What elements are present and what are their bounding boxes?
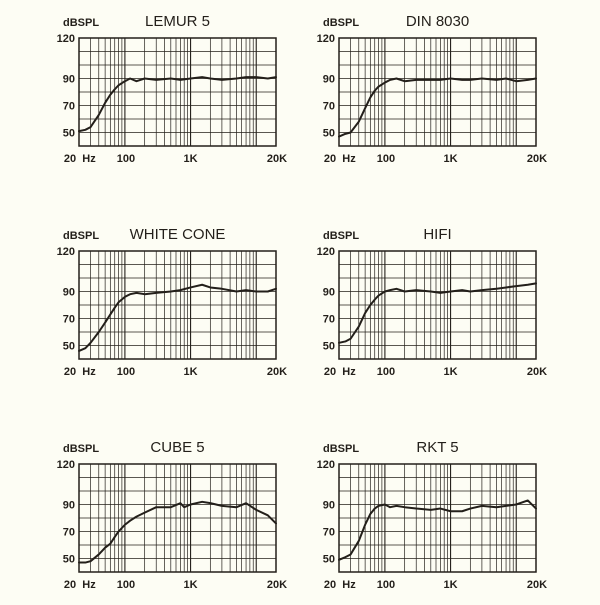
response-curve [338, 282, 537, 344]
plot-frame [78, 250, 277, 360]
x-tick-label: 20 [324, 366, 336, 378]
x-tick-label: 20K [267, 579, 287, 591]
chart-panel-4: HIFI dBSPL 120 90 70 50 20 Hz 100 1K 20K [317, 226, 548, 378]
x-tick-label: Hz [82, 366, 96, 378]
y-tick-label: 50 [323, 554, 335, 566]
x-tick-label: 20K [267, 153, 287, 165]
chart-panel-5: CUBE 5 dBSPL 120 90 70 50 20 Hz 100 1K 20K [57, 439, 288, 591]
response-curve [78, 283, 277, 352]
y-tick-label: 120 [317, 246, 335, 258]
x-tick-label: 1K [444, 153, 458, 165]
x-tick-label: 20 [324, 153, 336, 165]
x-tick-label: 20 [64, 579, 76, 591]
x-tick-label: 100 [377, 366, 395, 378]
x-tick-label: 20K [527, 579, 547, 591]
chart-title: LEMUR 5 [145, 13, 210, 30]
y-axis-label: dBSPL [323, 17, 359, 29]
x-tick-label: 100 [117, 579, 135, 591]
x-tick-label: Hz [82, 153, 96, 165]
y-tick-label: 50 [63, 554, 75, 566]
chart-panel-1: LEMUR 5 dBSPL 120 90 70 50 20 Hz 100 1K 20K [57, 13, 288, 165]
chart-title: RKT 5 [416, 439, 458, 456]
y-axis-label: dBSPL [63, 230, 99, 242]
x-tick-label: 100 [117, 153, 135, 165]
x-tick-label: 1K [184, 153, 198, 165]
x-tick-label: Hz [342, 579, 356, 591]
chart-panel-6: RKT 5 dBSPL 120 90 70 50 20 Hz 100 1K 20K [317, 439, 548, 591]
x-tick-label: 1K [444, 579, 458, 591]
x-tick-label: 20 [64, 366, 76, 378]
y-tick-label: 120 [317, 33, 335, 45]
y-tick-label: 50 [323, 128, 335, 140]
y-tick-label: 90 [323, 287, 335, 299]
plot-frame [78, 37, 277, 147]
y-tick-label: 70 [323, 314, 335, 326]
y-tick-label: 70 [63, 527, 75, 539]
x-tick-label: Hz [82, 579, 96, 591]
x-tick-label: 100 [377, 153, 395, 165]
x-tick-label: Hz [342, 366, 356, 378]
y-tick-label: 90 [63, 500, 75, 512]
y-tick-label: 90 [63, 74, 75, 86]
y-tick-label: 70 [63, 314, 75, 326]
x-tick-label: 1K [184, 366, 198, 378]
y-tick-label: 50 [63, 341, 75, 353]
y-tick-label: 120 [57, 459, 75, 471]
x-tick-label: 100 [117, 366, 135, 378]
y-tick-label: 120 [57, 246, 75, 258]
x-tick-label: 100 [377, 579, 395, 591]
y-tick-label: 70 [323, 527, 335, 539]
y-tick-label: 50 [323, 341, 335, 353]
chart-panel-2: DIN 8030 dBSPL 120 90 70 50 20 Hz 100 1K 20K [317, 13, 548, 165]
y-tick-label: 90 [323, 500, 335, 512]
chart-title: CUBE 5 [150, 439, 204, 456]
y-tick-label: 90 [323, 74, 335, 86]
response-curve [78, 76, 277, 133]
y-tick-label: 70 [63, 101, 75, 113]
plot-frame [338, 37, 537, 147]
y-axis-label: dBSPL [323, 443, 359, 455]
y-axis-label: dBSPL [63, 443, 99, 455]
plot-frame [78, 463, 277, 573]
y-tick-label: 70 [323, 101, 335, 113]
y-tick-label: 50 [63, 128, 75, 140]
x-tick-label: 1K [184, 579, 198, 591]
x-tick-label: 20 [324, 579, 336, 591]
y-axis-label: dBSPL [323, 230, 359, 242]
chart-panel-3: WHITE CONE dBSPL 120 90 70 50 20 Hz 100 1K 20K [57, 226, 288, 378]
y-tick-label: 90 [63, 287, 75, 299]
x-tick-label: 1K [444, 366, 458, 378]
y-tick-label: 120 [57, 33, 75, 45]
chart-title: DIN 8030 [406, 13, 469, 30]
y-tick-label: 120 [317, 459, 335, 471]
chart-title: WHITE CONE [130, 226, 226, 243]
x-tick-label: 20K [527, 153, 547, 165]
plot-frame [338, 463, 537, 573]
x-tick-label: Hz [342, 153, 356, 165]
y-axis-label: dBSPL [63, 17, 99, 29]
x-tick-label: 20K [527, 366, 547, 378]
x-tick-label: 20 [64, 153, 76, 165]
response-curve [338, 77, 537, 138]
x-tick-label: 20K [267, 366, 287, 378]
plot-frame [338, 250, 537, 360]
response-curve [338, 499, 537, 561]
response-curve [78, 500, 277, 564]
chart-title: HIFI [423, 226, 451, 243]
